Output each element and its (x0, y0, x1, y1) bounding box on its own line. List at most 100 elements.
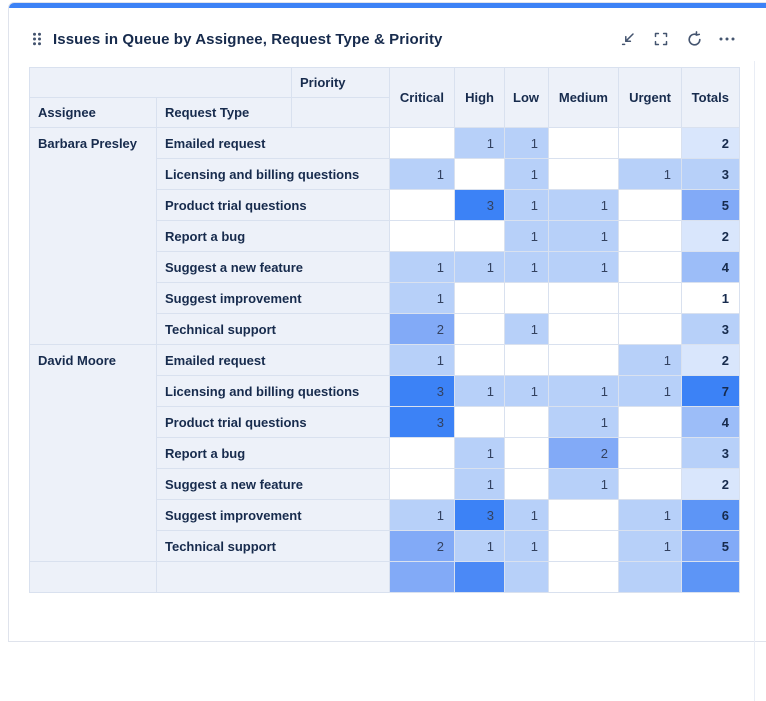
value-cell: 1 (504, 158, 549, 190)
value-cell: 3 (454, 499, 505, 531)
column-header-low: Low (504, 67, 549, 128)
request-type-cell: Technical support (156, 530, 390, 562)
table-row: Technical support 2 1 1 1 5 (30, 530, 740, 562)
table-row: Suggest improvement 1 1 (30, 282, 740, 314)
request-type-cell: Product trial questions (156, 189, 390, 221)
value-cell (454, 344, 505, 376)
value-cell (454, 220, 505, 252)
priority-header: Priority (291, 67, 390, 98)
value-cell (389, 220, 455, 252)
total-cell: 3 (681, 158, 740, 190)
value-cell: 1 (618, 499, 682, 531)
total-cell: 3 (681, 437, 740, 469)
value-cell (389, 561, 455, 593)
value-cell (548, 530, 619, 562)
pivot-table: Priority Critical High Low Medium Urgent… (29, 67, 740, 593)
value-cell: 1 (454, 530, 505, 562)
request-type-cell: Licensing and billing questions (156, 375, 390, 407)
value-cell: 1 (618, 344, 682, 376)
table-row: Product trial questions 3 1 4 (30, 406, 740, 438)
corner-header-cell (29, 67, 292, 98)
value-cell (389, 437, 455, 469)
fullscreen-icon[interactable] (652, 30, 670, 48)
value-cell: 3 (389, 375, 455, 407)
value-cell: 3 (389, 406, 455, 438)
table-row: David Moore Emailed request 1 1 2 (29, 344, 740, 562)
value-cell: 1 (504, 127, 549, 159)
total-cell: 4 (681, 406, 740, 438)
assignee-cell: Barbara Presley (29, 127, 157, 345)
table-row: Licensing and billing questions 3 1 1 1 1 7 (30, 375, 740, 407)
value-cell (504, 406, 549, 438)
value-cell (454, 158, 505, 190)
value-cell (504, 561, 549, 593)
value-cell: 1 (389, 282, 455, 314)
value-cell: 1 (504, 530, 549, 562)
value-cell: 1 (548, 220, 619, 252)
value-cell: 1 (618, 530, 682, 562)
value-cell (618, 561, 682, 593)
table-row: Report a bug 1 2 3 (30, 437, 740, 469)
request-type-cell (156, 561, 390, 593)
request-type-cell: Suggest a new feature (156, 251, 390, 283)
total-cell: 5 (681, 189, 740, 221)
dashboard-widget-card: Issues in Queue by Assignee, Request Typ… (8, 2, 766, 701)
value-cell (618, 437, 682, 469)
total-cell: 4 (681, 251, 740, 283)
value-cell (548, 127, 619, 159)
value-cell (389, 127, 455, 159)
value-cell: 1 (504, 189, 549, 221)
widget-toolbar (619, 30, 736, 48)
value-cell (454, 313, 505, 345)
value-cell (504, 468, 549, 500)
value-cell: 1 (504, 220, 549, 252)
total-cell: 2 (681, 220, 740, 252)
value-cell: 1 (548, 251, 619, 283)
refresh-icon[interactable] (685, 30, 703, 48)
request-type-header: Request Type (156, 97, 292, 128)
column-header-medium: Medium (548, 67, 619, 128)
table-row: Suggest improvement 1 3 1 1 6 (30, 499, 740, 531)
value-cell: 1 (389, 344, 455, 376)
request-type-cell: Suggest improvement (156, 499, 390, 531)
request-type-cell: Suggest a new feature (156, 468, 390, 500)
value-cell (618, 251, 682, 283)
collapse-icon[interactable] (619, 30, 637, 48)
value-cell (504, 344, 549, 376)
total-cell: 1 (681, 282, 740, 314)
value-cell (548, 561, 619, 593)
table-row: Suggest a new feature 1 1 2 (30, 468, 740, 500)
assignee-cell: David Moore (29, 344, 157, 562)
request-type-cell: Emailed request (156, 344, 390, 376)
header-row-dimensions: Assignee Request Type (29, 97, 740, 128)
value-cell (618, 127, 682, 159)
value-cell: 1 (454, 468, 505, 500)
value-cell: 1 (548, 189, 619, 221)
value-cell: 1 (454, 127, 505, 159)
request-type-cell: Suggest improvement (156, 282, 390, 314)
total-cell: 2 (681, 127, 740, 159)
more-options-icon[interactable] (718, 30, 736, 48)
header-row-priority: Priority Critical High Low Medium Urgent… (29, 67, 740, 128)
request-type-cell: Technical support (156, 313, 390, 345)
value-cell (548, 499, 619, 531)
value-cell (618, 406, 682, 438)
value-cell: 1 (454, 251, 505, 283)
total-cell: 3 (681, 313, 740, 345)
total-cell: 2 (681, 468, 740, 500)
value-cell (548, 344, 619, 376)
drag-handle-icon[interactable] (31, 31, 43, 47)
value-cell (618, 220, 682, 252)
content-right-divider (754, 61, 755, 701)
request-type-cell: Report a bug (156, 437, 390, 469)
value-cell: 1 (548, 468, 619, 500)
request-type-cell: Report a bug (156, 220, 390, 252)
value-cell (389, 468, 455, 500)
value-cell (548, 282, 619, 314)
value-cell: 2 (548, 437, 619, 469)
table-row: Suggest a new feature 1 1 1 1 4 (30, 251, 740, 283)
total-cell: 7 (681, 375, 740, 407)
value-cell (389, 189, 455, 221)
value-cell: 1 (618, 158, 682, 190)
value-cell (548, 158, 619, 190)
